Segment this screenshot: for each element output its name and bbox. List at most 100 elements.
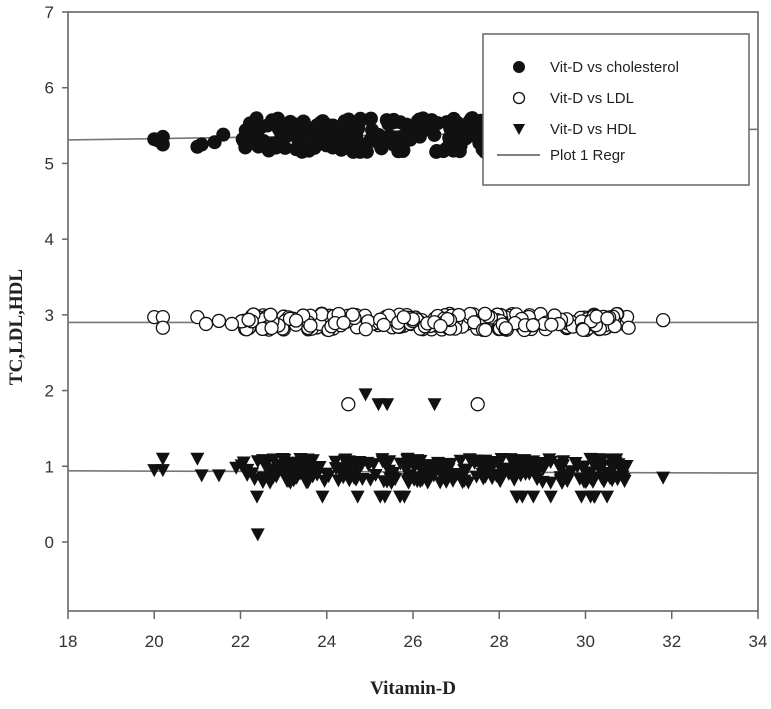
data-point <box>600 311 615 326</box>
data-point <box>229 461 244 475</box>
data-point <box>470 397 485 412</box>
data-point <box>194 137 209 152</box>
x-tick-label: 34 <box>749 632 768 651</box>
data-point <box>310 468 325 482</box>
data-point <box>406 472 421 486</box>
data-point <box>466 315 482 330</box>
data-point <box>194 469 209 483</box>
data-point <box>464 128 479 143</box>
legend-box <box>482 33 750 186</box>
data-point <box>277 461 292 475</box>
data-point <box>336 471 351 485</box>
data-point <box>374 141 389 156</box>
data-point <box>507 473 522 487</box>
data-point <box>303 318 318 333</box>
data-point <box>536 462 551 476</box>
data-point <box>491 458 506 472</box>
data-point <box>263 307 278 322</box>
data-point <box>388 473 403 487</box>
x-tick-label: 22 <box>231 632 250 651</box>
data-point <box>373 490 388 504</box>
legend-label-regression: Plot 1 Regr <box>550 147 625 164</box>
data-point <box>294 139 309 154</box>
data-point <box>358 388 373 402</box>
data-point <box>415 111 430 126</box>
data-point <box>543 490 558 504</box>
data-point <box>595 453 610 467</box>
data-point <box>305 133 320 148</box>
data-point <box>241 312 256 327</box>
data-point <box>427 398 442 412</box>
data-point <box>332 136 347 151</box>
data-point <box>293 453 308 467</box>
data-point <box>313 115 328 130</box>
y-tick-label: 3 <box>45 306 54 325</box>
data-point <box>525 318 541 333</box>
data-point <box>510 464 525 478</box>
data-point <box>577 460 592 474</box>
data-point <box>562 468 577 482</box>
y-axis-title: TC,LDL,HDL <box>6 269 27 385</box>
data-point <box>358 322 373 337</box>
data-point <box>396 310 411 325</box>
data-point <box>604 460 619 474</box>
data-point <box>236 456 251 470</box>
data-point <box>365 133 380 148</box>
x-tick-label: 20 <box>145 632 164 651</box>
data-point <box>404 128 419 143</box>
x-axis: 18 20 22 24 26 28 30 32 34 <box>59 611 768 651</box>
data-point <box>155 452 170 466</box>
data-point <box>543 476 558 490</box>
data-point <box>503 453 518 467</box>
y-tick-label: 0 <box>45 533 54 552</box>
data-point <box>338 453 353 467</box>
data-point <box>477 306 493 321</box>
data-point <box>395 144 410 159</box>
data-point <box>621 320 636 335</box>
y-tick-label: 7 <box>45 3 54 22</box>
data-point <box>335 123 350 138</box>
data-point <box>155 137 170 152</box>
data-point <box>445 474 460 488</box>
data-point <box>427 127 442 142</box>
data-point <box>270 111 285 126</box>
data-point <box>266 453 281 467</box>
data-point <box>272 135 287 150</box>
legend: Vit-D vs cholesterol Vit-D vs LDL Vit-D … <box>482 33 750 186</box>
y-tick-label: 2 <box>45 382 54 401</box>
data-point <box>585 471 600 485</box>
data-point <box>250 528 265 542</box>
data-point <box>617 464 632 478</box>
data-point <box>315 490 330 504</box>
data-point <box>592 463 607 477</box>
x-tick-label: 26 <box>404 632 423 651</box>
triangle-down-icon <box>513 124 525 135</box>
data-point <box>382 455 397 469</box>
data-point <box>380 398 395 412</box>
data-point <box>272 122 287 137</box>
data-point <box>578 476 593 490</box>
data-point <box>260 118 275 133</box>
data-point <box>224 316 240 332</box>
data-point <box>397 490 412 504</box>
data-point <box>493 475 508 489</box>
data-point <box>400 462 415 476</box>
data-point <box>400 454 415 468</box>
data-point <box>336 315 351 331</box>
data-point <box>516 455 531 469</box>
open-circle-icon <box>512 91 526 105</box>
data-point <box>328 462 343 476</box>
data-point <box>236 134 251 149</box>
data-point <box>525 463 540 477</box>
data-point <box>475 468 490 482</box>
data-point <box>211 313 227 329</box>
x-tick-label: 24 <box>317 632 336 651</box>
data-point <box>450 467 465 481</box>
data-point <box>457 474 472 488</box>
data-point <box>299 476 314 490</box>
data-point <box>288 471 303 485</box>
data-point <box>413 454 428 468</box>
legend-label-cholesterol: Vit-D vs cholesterol <box>550 59 679 76</box>
data-point <box>155 464 170 478</box>
data-point <box>526 455 541 469</box>
